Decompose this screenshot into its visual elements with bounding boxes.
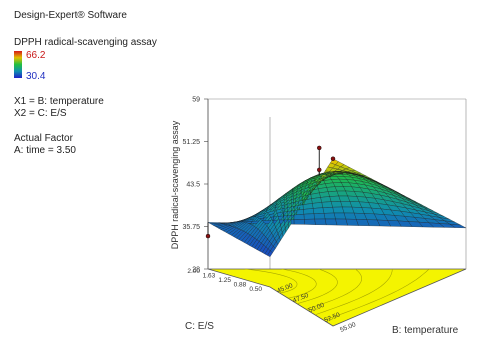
surface-cell xyxy=(449,224,467,229)
surface-cell xyxy=(303,208,315,215)
surface-cell xyxy=(313,213,326,220)
surface-cell xyxy=(332,206,345,214)
z-tick-label: 28 xyxy=(192,267,200,274)
actual-factor-title: Actual Factor xyxy=(14,133,73,144)
surface-cell xyxy=(293,214,305,220)
color-legend-bar xyxy=(14,51,22,78)
software-title: Design-Expert® Software xyxy=(14,10,127,21)
surface-cell xyxy=(323,212,336,220)
surface-cell xyxy=(322,207,335,214)
contour-line xyxy=(296,268,338,304)
contour-line xyxy=(281,268,317,299)
z-tick-label: 35.75 xyxy=(182,224,200,231)
contour-line xyxy=(314,268,393,316)
contour-line xyxy=(244,268,298,294)
y-tick-label: 1.63 xyxy=(203,272,216,279)
x-tick-label: 55.00 xyxy=(339,321,357,334)
surface-cell xyxy=(333,212,347,220)
y-tick-label: 0.50 xyxy=(249,286,262,293)
surface-cell xyxy=(321,201,333,208)
z-tick-label: 59 xyxy=(192,97,200,104)
surface-cell xyxy=(267,250,273,257)
contour-line xyxy=(323,268,430,321)
surface-cell xyxy=(324,218,338,226)
design-point xyxy=(205,233,211,239)
response-name: DPPH radical-scavenging assay xyxy=(14,37,157,48)
actual-factor-value: A: time = 3.50 xyxy=(14,145,76,156)
surface-cell xyxy=(329,195,341,202)
y-tick-label: 1.25 xyxy=(218,277,231,284)
design-point xyxy=(317,167,322,173)
design-point xyxy=(317,145,322,151)
x-axis-title: B: temperature xyxy=(392,325,459,336)
z-tick-label: 51.25 xyxy=(182,139,200,146)
factor-x1-label: X1 = B: temperature xyxy=(14,96,104,107)
surface-cell xyxy=(314,218,327,226)
z-tick-label: 43.5 xyxy=(186,182,200,189)
surface-cell xyxy=(326,186,338,192)
y-tick-label: 2.00 xyxy=(187,268,200,275)
legend-min-value: 30.4 xyxy=(26,71,46,82)
z-axis-title: DPPH radical-scavenging assay xyxy=(170,120,180,249)
design-point xyxy=(330,156,336,161)
surface-cell xyxy=(327,190,339,197)
surface-cell xyxy=(304,218,316,225)
y-tick-label: 0.88 xyxy=(234,281,247,288)
surface-cell xyxy=(335,218,348,226)
surface-cell xyxy=(312,202,323,209)
surface-cell xyxy=(293,219,305,225)
factor-x2-label: X2 = C: E/S xyxy=(14,108,67,119)
surface-cell xyxy=(320,196,332,203)
surface-cell xyxy=(312,207,325,214)
response-surface xyxy=(207,158,467,257)
contour-line xyxy=(305,268,362,310)
surface-cell xyxy=(330,201,343,208)
surface-cell xyxy=(303,213,315,220)
y-axis-title: C: E/S xyxy=(185,321,214,332)
contour-floor xyxy=(207,268,467,327)
legend-max-value: 66.2 xyxy=(26,50,46,61)
